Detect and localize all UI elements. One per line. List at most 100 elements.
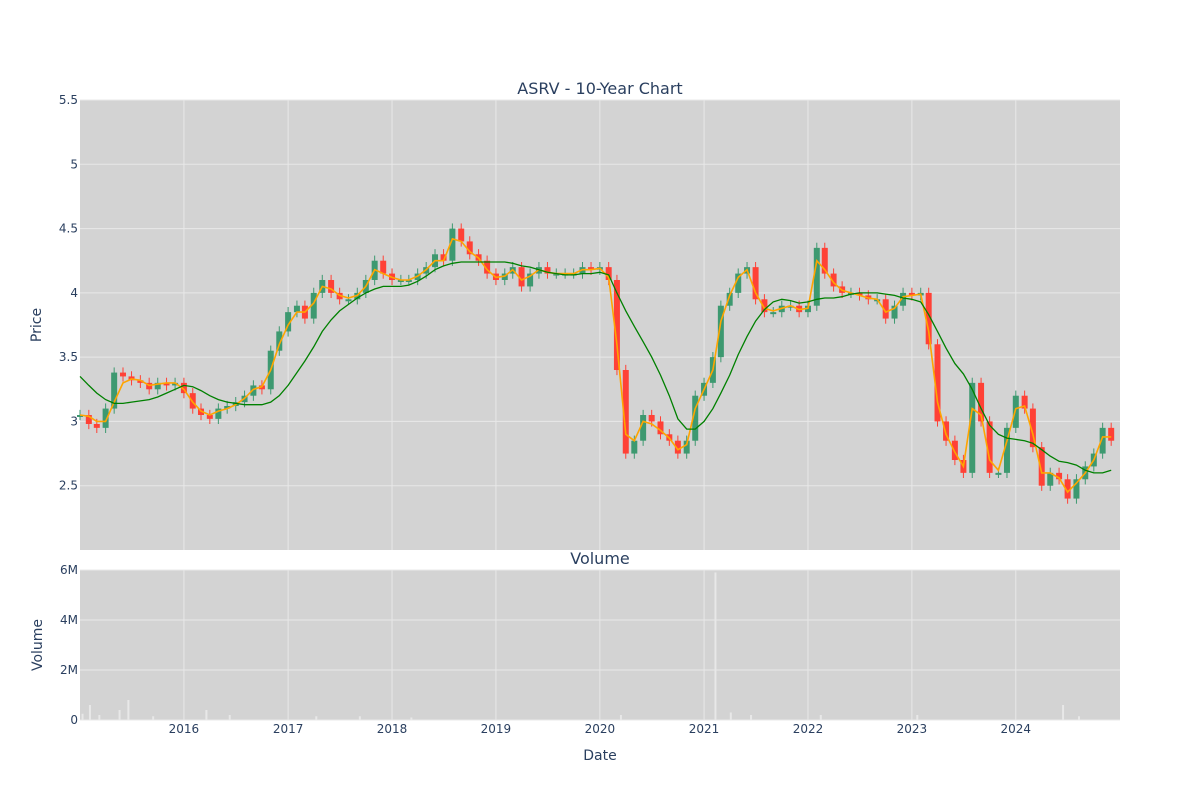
price-candle-body [692,395,699,441]
volume-bar [1062,705,1065,720]
price-y-tick-label: 5 [70,157,78,171]
price-candle-body [111,372,118,409]
volume-bar [1078,716,1081,720]
price-candle-body [518,267,525,287]
volume-bar [819,715,822,720]
price-y-tick-label: 4.5 [59,222,78,236]
price-candle-body [995,472,1002,475]
price-candle-body [683,440,690,454]
volume-y-tick-label: 4M [60,613,78,627]
volume-bar [152,716,155,720]
price-candle-body [588,267,595,270]
volume-axis-label: Volume [30,619,46,671]
price-candle-body [544,267,551,274]
price-candle-body [856,292,863,296]
price-candle-body [934,344,941,422]
price-y-tick-label: 3.5 [59,350,78,364]
volume-y-axis: 0 2M 4M 6M [60,563,78,727]
volume-bars [81,572,1081,720]
price-y-axis: 2.5 3 3.5 4 4.5 5 5.5 [59,93,78,493]
price-candle-body [951,440,958,460]
price-candle-body [787,305,794,308]
price-candle-body [85,415,92,424]
price-candle-body [466,241,473,255]
price-candle-body [735,273,742,293]
x-tick-label: 2024 [1001,722,1032,736]
volume-bar [750,715,753,720]
price-candle-body [172,382,179,386]
price-chart-title: ASRV - 10-Year Chart [517,79,682,98]
x-tick-label: 2023 [897,722,928,736]
price-candle-body [310,292,317,319]
price-candle-body [328,280,335,293]
date-x-axis: 2016 2017 2018 2019 2020 2021 2022 2023 2024 [169,722,1031,736]
price-candle-body [717,305,724,358]
price-candle-body [180,382,187,394]
price-candle-body [1056,472,1063,480]
volume-bar [205,710,208,720]
volume-bar [315,716,318,720]
volume-bar [127,700,130,720]
price-candle-body [93,424,100,428]
volume-y-tick-label: 6M [60,563,78,577]
price-candle-body [458,228,465,242]
x-tick-label: 2016 [169,722,200,736]
price-candle-body [527,273,534,287]
price-axis-label: Price [29,308,45,342]
price-candle-body [293,305,300,313]
price-candle-body [969,382,976,473]
price-candle-body [978,382,985,422]
price-candle-body [1064,479,1071,499]
price-candle-body [206,415,213,419]
price-candle-body [1047,472,1054,486]
price-candle-body [119,372,126,377]
price-candle-body [882,299,889,319]
price-candle-body [752,267,759,300]
price-candle-body [631,440,638,454]
price-candle-body [405,280,412,282]
price-candle-body [163,382,170,386]
x-tick-label: 2021 [689,722,720,736]
volume-bar [358,716,361,720]
price-candle-body [925,292,932,345]
volume-bar [729,712,732,720]
volume-bar [88,705,91,720]
price-candle-body [224,406,231,409]
price-candle-body [830,273,837,287]
price-candle-body [761,299,768,313]
price-candle-body [1021,395,1028,409]
price-candle-body [613,280,620,370]
price-candle-body [1029,408,1036,448]
volume-bar [619,715,622,720]
price-candle-body [1099,427,1106,454]
price-candle-body [770,312,777,315]
price-grid [80,99,1120,550]
price-candle-body [380,260,387,274]
price-candle-body [821,247,828,274]
price-candle-body [345,299,352,302]
price-candle-body [1108,427,1115,441]
volume-bar [714,572,717,720]
price-candle-body [1038,447,1045,486]
volume-chart-title: Volume [570,549,630,568]
short-moving-average-line [79,237,1112,494]
price-candle-body [553,273,560,276]
price-candle-body [102,408,109,428]
price-candle-body [605,267,612,280]
volume-y-tick-label: 2M [60,663,78,677]
x-tick-label: 2017 [273,722,304,736]
price-candle-body [215,408,222,419]
price-candle-body [285,312,292,332]
price-candle-body [276,331,283,351]
volume-bar [81,713,84,720]
price-candle-body [449,228,456,261]
price-candle-body [943,421,950,441]
price-candle-body [137,380,144,383]
volume-bar [410,717,413,720]
date-axis-label: Date [583,748,616,764]
price-candle-body [986,421,993,473]
price-y-tick-label: 5.5 [59,93,78,107]
price-candle-body [1003,427,1010,473]
